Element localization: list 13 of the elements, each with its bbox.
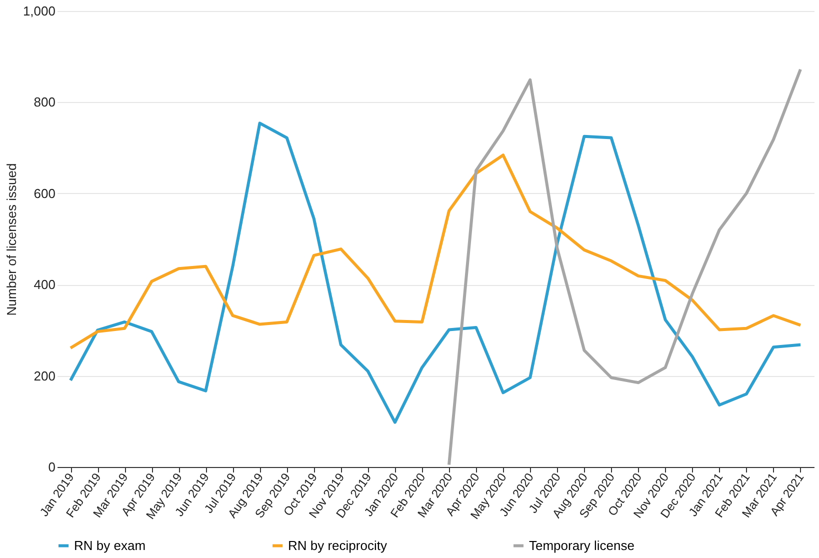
line-series	[448, 68, 802, 466]
y-tick-label: 400	[34, 277, 56, 292]
y-tick-label: 0	[48, 460, 56, 474]
y-tick-label: 200	[34, 368, 56, 384]
y-tick-label: 1,000	[22, 4, 56, 18]
legend-label: RN by exam	[74, 538, 146, 553]
y-axis-title: Number of licenses issued	[4, 163, 19, 316]
line-series	[69, 122, 802, 424]
y-tick-label: 600	[34, 186, 56, 201]
legend-label: RN by reciprocity	[288, 538, 388, 553]
y-tick-label: 800	[34, 94, 56, 110]
line-series	[69, 154, 802, 350]
legend-label: Temporary license	[529, 538, 634, 553]
